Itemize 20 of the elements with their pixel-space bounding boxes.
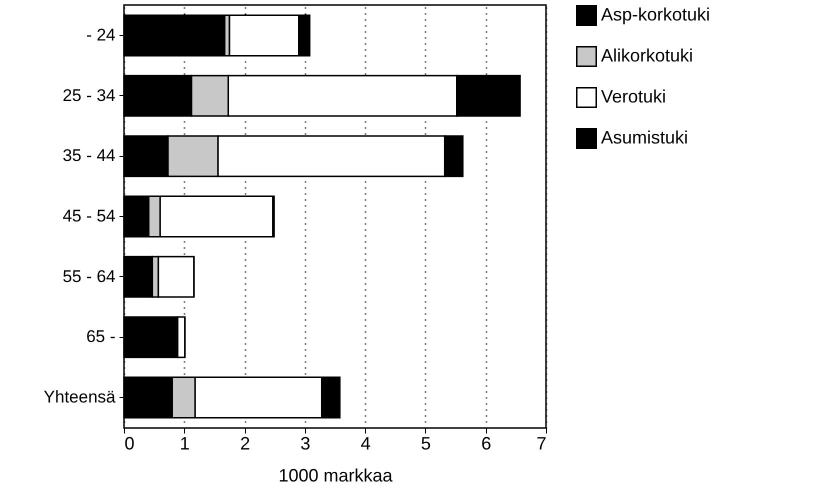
x-tick-label: 6 bbox=[481, 434, 492, 454]
legend-label: Asp-korkotuki bbox=[601, 4, 710, 24]
y-tick-label: 25 - 34 bbox=[62, 86, 116, 105]
legend-label: Asumistuki bbox=[601, 128, 688, 148]
y-tick-label: 35 - 44 bbox=[62, 146, 116, 166]
x-tick-label: 2 bbox=[240, 434, 250, 454]
x-tick-label: 5 bbox=[420, 434, 431, 454]
y-tick-label: - 24 bbox=[86, 25, 116, 44]
x-axis-title: 1000 markkaa bbox=[278, 466, 394, 486]
x-tick-label: 4 bbox=[360, 434, 371, 454]
y-tick-label: Yhteensä bbox=[44, 388, 116, 407]
x-tick-label: 1 bbox=[180, 434, 190, 454]
x-tick-label: 3 bbox=[300, 434, 310, 454]
x-tick-label: 7 bbox=[536, 434, 546, 454]
y-tick-label: 65 - bbox=[86, 327, 116, 346]
legend-label: Verotuki bbox=[601, 86, 666, 106]
y-tick-label: 45 - 54 bbox=[62, 206, 116, 226]
legend-label: Alikorkotuki bbox=[601, 46, 694, 66]
y-tick-label: 55 - 64 bbox=[62, 266, 116, 286]
x-tick-label: 0 bbox=[124, 434, 135, 454]
